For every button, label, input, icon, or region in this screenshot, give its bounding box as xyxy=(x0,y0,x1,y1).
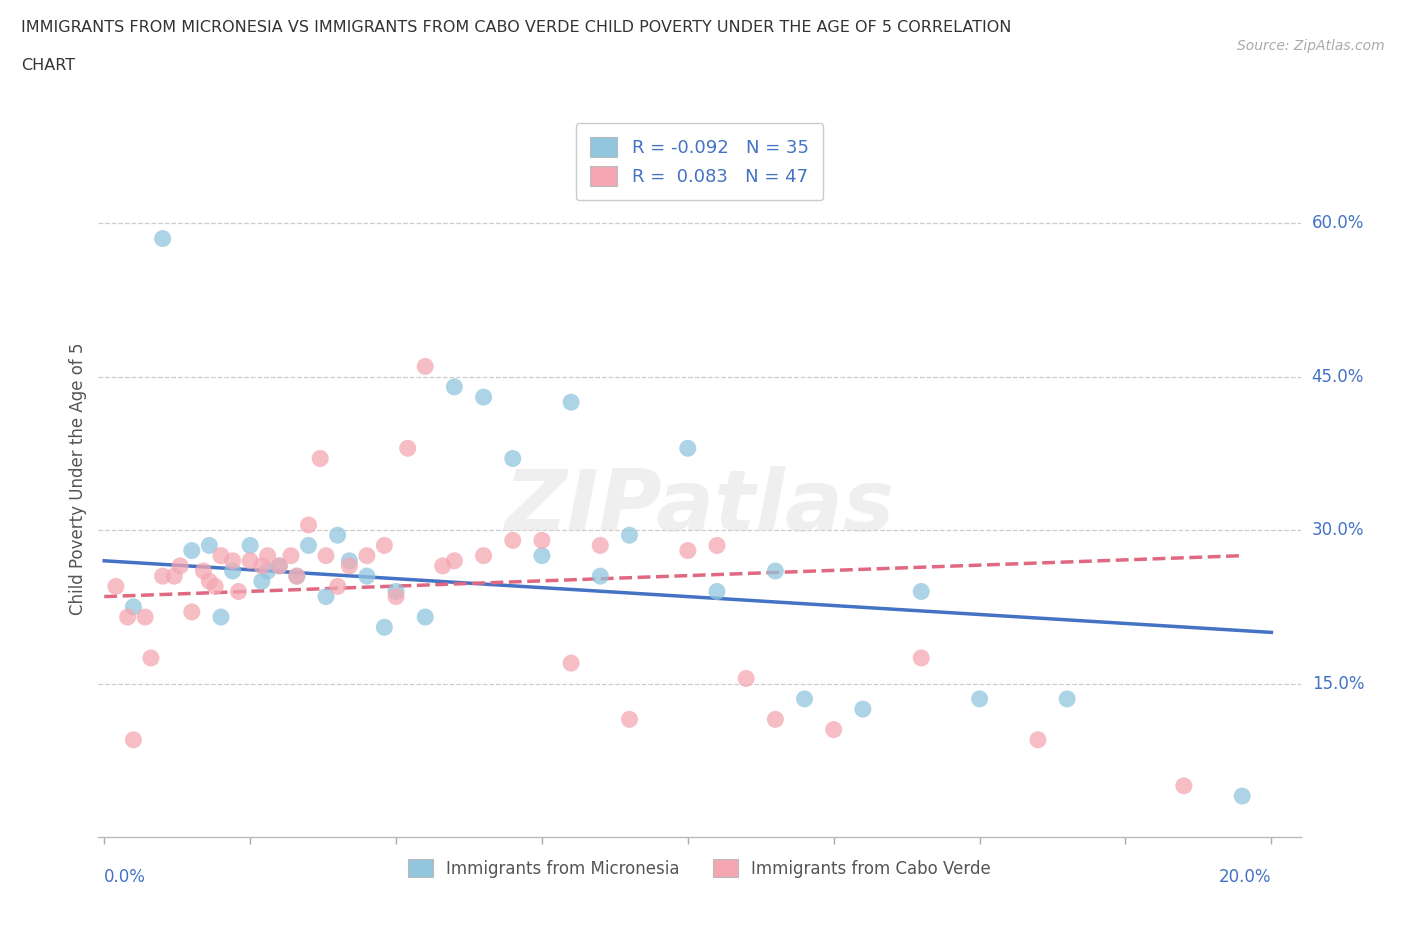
Point xyxy=(228,584,250,599)
Text: Source: ZipAtlas.com: Source: ZipAtlas.com xyxy=(1237,39,1385,53)
Point xyxy=(910,584,932,599)
Point xyxy=(337,558,360,573)
Point xyxy=(221,564,243,578)
Point xyxy=(180,543,202,558)
Point xyxy=(413,610,436,625)
Point xyxy=(1230,789,1253,804)
Point xyxy=(250,574,273,589)
Point xyxy=(198,574,221,589)
Point xyxy=(315,548,337,563)
Point xyxy=(385,584,408,599)
Point xyxy=(250,558,273,573)
Point xyxy=(763,564,786,578)
Point xyxy=(117,610,139,625)
Point xyxy=(152,232,174,246)
Point xyxy=(969,692,991,707)
Point xyxy=(1056,692,1078,707)
Point xyxy=(169,558,191,573)
Point xyxy=(152,568,174,584)
Point xyxy=(735,671,758,686)
Point xyxy=(180,604,202,619)
Point xyxy=(297,538,319,552)
Point xyxy=(163,568,186,584)
Point xyxy=(706,538,728,552)
Text: 20.0%: 20.0% xyxy=(1219,868,1271,885)
Point xyxy=(269,558,291,573)
Point xyxy=(443,553,465,568)
Point xyxy=(139,651,162,666)
Point xyxy=(852,701,875,716)
Point xyxy=(221,553,243,568)
Point xyxy=(706,584,728,599)
Point xyxy=(589,568,612,584)
Point xyxy=(619,528,641,543)
Point xyxy=(472,390,495,405)
Point xyxy=(472,548,495,563)
Point xyxy=(122,733,145,748)
Point xyxy=(560,656,582,671)
Point xyxy=(315,590,337,604)
Point xyxy=(337,553,360,568)
Point xyxy=(823,722,845,737)
Point xyxy=(280,548,302,563)
Point xyxy=(413,359,436,374)
Point xyxy=(676,543,699,558)
Point xyxy=(193,564,215,578)
Point xyxy=(297,517,319,532)
Point xyxy=(356,548,378,563)
Point xyxy=(209,610,232,625)
Text: 0.0%: 0.0% xyxy=(104,868,146,885)
Point xyxy=(326,578,349,594)
Point xyxy=(356,568,378,584)
Point xyxy=(530,548,553,563)
Point xyxy=(373,538,395,552)
Point xyxy=(530,533,553,548)
Point xyxy=(676,441,699,456)
Point xyxy=(309,451,332,466)
Text: CHART: CHART xyxy=(21,58,75,73)
Text: 45.0%: 45.0% xyxy=(1312,367,1364,386)
Point xyxy=(619,712,641,727)
Text: IMMIGRANTS FROM MICRONESIA VS IMMIGRANTS FROM CABO VERDE CHILD POVERTY UNDER THE: IMMIGRANTS FROM MICRONESIA VS IMMIGRANTS… xyxy=(21,20,1011,35)
Point xyxy=(104,578,127,594)
Point xyxy=(443,379,465,394)
Text: 15.0%: 15.0% xyxy=(1312,674,1364,693)
Point xyxy=(239,538,262,552)
Point xyxy=(256,548,278,563)
Point xyxy=(589,538,612,552)
Point xyxy=(269,558,291,573)
Point xyxy=(793,692,815,707)
Text: 60.0%: 60.0% xyxy=(1312,214,1364,232)
Point xyxy=(209,548,232,563)
Legend: Immigrants from Micronesia, Immigrants from Cabo Verde: Immigrants from Micronesia, Immigrants f… xyxy=(396,847,1002,889)
Point xyxy=(122,600,145,615)
Point xyxy=(910,651,932,666)
Point xyxy=(502,451,524,466)
Point xyxy=(373,620,395,635)
Point xyxy=(502,533,524,548)
Point xyxy=(239,553,262,568)
Point xyxy=(385,590,408,604)
Point xyxy=(1026,733,1049,748)
Point xyxy=(326,528,349,543)
Text: 30.0%: 30.0% xyxy=(1312,521,1364,539)
Point xyxy=(198,538,221,552)
Point xyxy=(396,441,419,456)
Point xyxy=(1173,778,1195,793)
Y-axis label: Child Poverty Under the Age of 5: Child Poverty Under the Age of 5 xyxy=(69,342,87,616)
Point xyxy=(285,568,308,584)
Point xyxy=(763,712,786,727)
Point xyxy=(432,558,454,573)
Point xyxy=(134,610,156,625)
Point xyxy=(285,568,308,584)
Point xyxy=(256,564,278,578)
Point xyxy=(204,578,226,594)
Text: ZIPatlas: ZIPatlas xyxy=(505,466,894,549)
Point xyxy=(560,394,582,409)
